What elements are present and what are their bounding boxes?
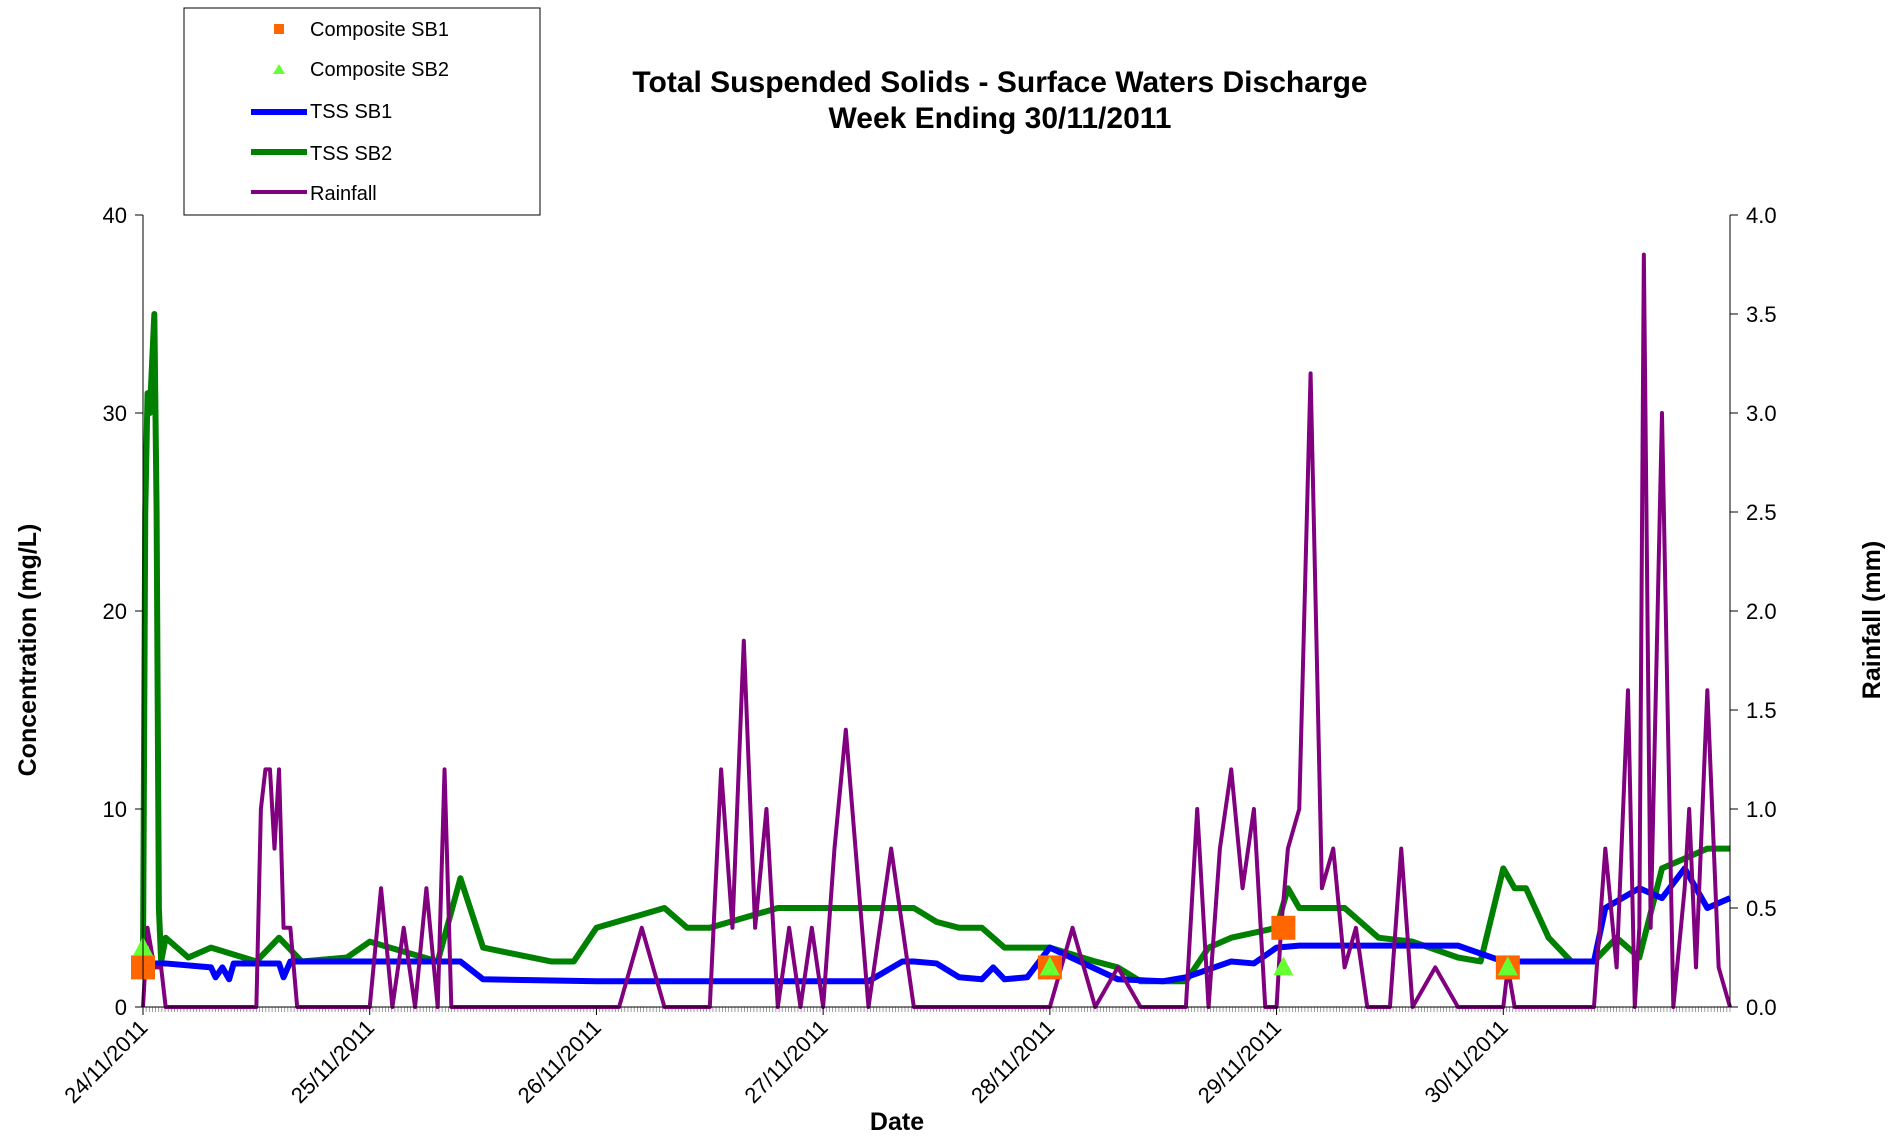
legend-label: Rainfall bbox=[310, 183, 377, 205]
y2-tick-label: 2.5 bbox=[1746, 500, 1777, 525]
legend-box bbox=[183, 7, 541, 216]
composite-sb2-marker bbox=[1273, 956, 1294, 976]
y-tick-label: 40 bbox=[103, 203, 127, 228]
composite-sb2-marker bbox=[1497, 956, 1518, 976]
y2-tick-label: 4.0 bbox=[1746, 203, 1777, 228]
y2-tick-label: 3.5 bbox=[1746, 302, 1777, 327]
y2-tick-label: 2.0 bbox=[1746, 599, 1777, 624]
x-axis-title: Date bbox=[870, 1108, 924, 1136]
y-tick-label: 20 bbox=[103, 599, 127, 624]
series-line-tss-sb1 bbox=[143, 865, 1732, 985]
y-axis-title: Concentration (mg/L) bbox=[14, 524, 42, 777]
legend-label: Composite SB2 bbox=[310, 59, 449, 81]
legend-item-composite-sb2: Composite SB2 bbox=[273, 59, 449, 81]
composite-sb2-marker bbox=[1039, 956, 1060, 976]
chart-subtitle: Week Ending 30/11/2011 bbox=[829, 102, 1172, 135]
legend-item-composite-sb1: Composite SB1 bbox=[274, 19, 449, 41]
legend-square-marker bbox=[274, 24, 284, 34]
legend-triangle-marker bbox=[273, 64, 285, 74]
legend-item-tss-sb1: TSS SB1 bbox=[251, 101, 392, 123]
legend-item-rainfall: Rainfall bbox=[251, 183, 377, 205]
legend: Composite SB1 Composite SB2 TSS SB1 TSS … bbox=[183, 7, 541, 216]
legend-label: TSS SB1 bbox=[310, 101, 392, 123]
y-tick-label: 0 bbox=[115, 995, 127, 1020]
legend-item-tss-sb2: TSS SB2 bbox=[251, 143, 392, 165]
y-tick-label: 10 bbox=[103, 797, 127, 822]
composite-sb1-marker bbox=[1271, 915, 1296, 940]
y2-tick-label: 3.0 bbox=[1746, 401, 1777, 426]
y2-axis-title: Rainfall (mm) bbox=[1858, 541, 1886, 699]
y-tick-label: 30 bbox=[103, 401, 127, 426]
legend-label: Composite SB1 bbox=[310, 19, 449, 41]
y2-tick-label: 1.5 bbox=[1746, 698, 1777, 723]
series-line-tss-sb2 bbox=[140, 311, 1730, 985]
axes bbox=[135, 214, 1738, 1015]
y2-tick-label: 1.0 bbox=[1746, 797, 1777, 822]
legend-label: TSS SB2 bbox=[310, 143, 392, 165]
y2-tick-label: 0.5 bbox=[1746, 896, 1777, 921]
y2-tick-label: 0.0 bbox=[1746, 995, 1777, 1020]
chart-title: Total Suspended Solids - Surface Waters … bbox=[632, 66, 1367, 99]
